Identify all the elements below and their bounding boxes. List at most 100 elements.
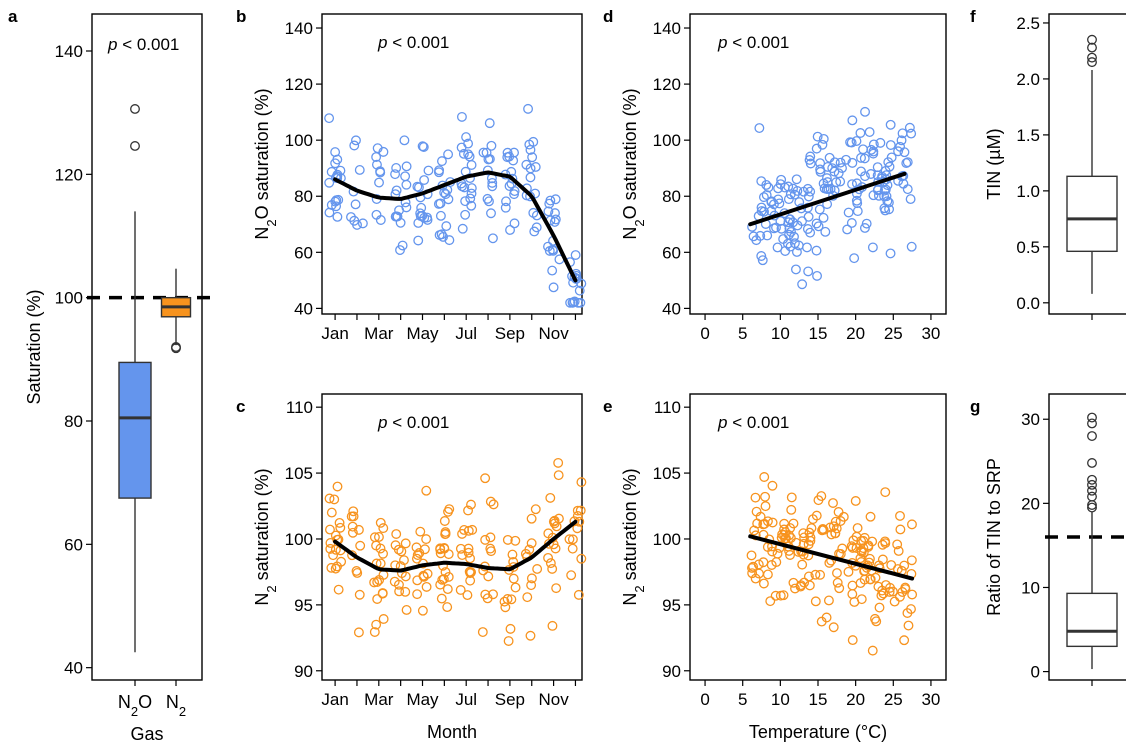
data-point (762, 516, 773, 527)
data-point (415, 526, 426, 537)
data-point (570, 250, 581, 260)
data-point (907, 519, 917, 530)
data-point (348, 506, 359, 517)
data-point (460, 209, 471, 220)
outlier-point (1087, 418, 1097, 429)
data-point (478, 147, 489, 158)
data-point (545, 195, 556, 206)
data-point (754, 123, 765, 133)
data-point (905, 194, 916, 205)
data-point (401, 202, 412, 213)
data-point (753, 559, 764, 570)
data-point (824, 152, 835, 163)
data-point (821, 612, 832, 623)
trend-line (333, 519, 578, 573)
data-point (882, 196, 893, 207)
data-point (333, 194, 344, 205)
x-tick-label: 20 (846, 690, 865, 709)
data-point (755, 230, 766, 241)
data-point (760, 501, 771, 512)
data-point (488, 499, 499, 510)
data-point (508, 573, 519, 584)
data-point (526, 538, 537, 549)
data-point (328, 550, 339, 561)
data-point (747, 568, 758, 579)
data-point (520, 548, 531, 559)
x-tick-label: Sep (495, 324, 525, 343)
data-point (870, 613, 880, 624)
y-axis-title: Ratio of TIN to SRP (984, 458, 1004, 616)
data-point (435, 210, 446, 221)
data-point (805, 151, 816, 162)
data-point (575, 505, 586, 516)
panel-a: a 40 60 80 100 120 140 Saturation (%) p < 0.001… (8, 7, 214, 744)
data-point (401, 161, 412, 172)
data-point (371, 159, 382, 170)
box-iqr (1066, 175, 1118, 253)
data-point (527, 152, 538, 163)
y-tick-label: 95 (294, 596, 313, 615)
data-point (850, 496, 861, 506)
data-point (369, 627, 380, 637)
data-point (394, 586, 405, 597)
data-point (830, 516, 841, 527)
data-point (486, 546, 497, 557)
data-point (759, 472, 770, 482)
data-point (544, 245, 555, 256)
panel-letter-c: c (236, 397, 245, 416)
data-point (813, 495, 824, 506)
data-point (418, 570, 429, 581)
outlier-point (130, 104, 140, 114)
data-point (487, 177, 498, 188)
data-point (893, 146, 904, 157)
data-point (510, 535, 521, 546)
data-point (457, 528, 468, 539)
data-point (811, 218, 822, 229)
data-point (564, 534, 575, 545)
data-point (401, 604, 412, 615)
data-point (443, 571, 454, 582)
data-point (852, 206, 863, 217)
data-point (802, 242, 812, 253)
panel-c: c 90 95 100 105 110 N2 saturation (%) p < 0.00… (236, 393, 587, 742)
data-point (523, 103, 534, 114)
data-point (813, 221, 824, 232)
y-axis-title-part: 2 (264, 585, 279, 592)
data-point (834, 583, 845, 594)
data-point (761, 180, 772, 190)
y-tick-label: 120 (285, 75, 313, 94)
data-point (548, 245, 559, 256)
data-point (776, 223, 787, 234)
data-point (906, 555, 917, 566)
data-point (545, 492, 556, 503)
data-point (442, 584, 453, 595)
x-axis-title: Month (427, 722, 477, 742)
data-point (528, 136, 539, 147)
data-point (818, 133, 829, 144)
data-point (353, 627, 364, 638)
data-point (324, 113, 335, 124)
data-point (897, 128, 908, 139)
data-point (805, 532, 816, 543)
label-part: 2 (179, 704, 186, 719)
data-point (899, 635, 910, 646)
data-point (463, 138, 474, 149)
data-point (459, 182, 470, 193)
data-point (768, 199, 779, 210)
panel-letter-a: a (8, 7, 18, 26)
data-point (790, 264, 801, 275)
p-threshold: < 0.001 (727, 413, 789, 432)
data-point (906, 128, 917, 139)
data-point (867, 242, 878, 253)
y-axis-title: Saturation (%) (24, 289, 44, 404)
data-point (455, 585, 466, 595)
panel-f: f 0.0 0.5 1.0 1.5 2.0 2.5 TIN (µM) (970, 7, 1126, 320)
data-point (901, 158, 912, 169)
data-point (811, 510, 822, 521)
data-point (412, 550, 423, 561)
data-point (902, 184, 913, 195)
x-tick-label: 25 (884, 324, 903, 343)
data-point (780, 246, 791, 256)
